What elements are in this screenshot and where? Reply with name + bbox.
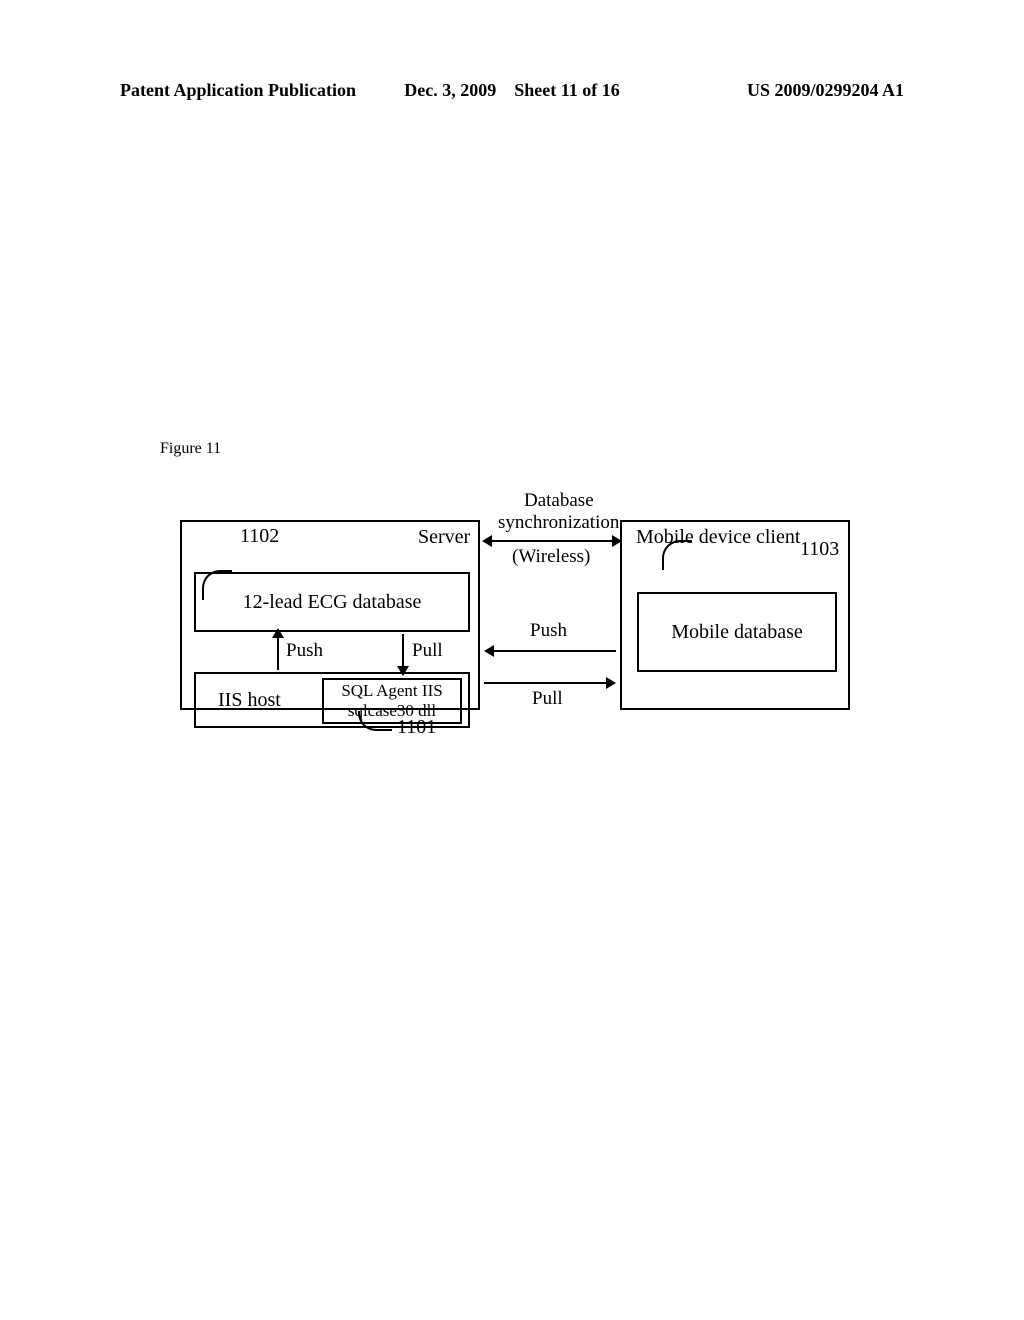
push-label-external: Push: [530, 620, 567, 642]
ref-1103: 1103: [800, 538, 839, 561]
mobile-database-box: Mobile database: [637, 592, 837, 672]
pull-label-external: Pull: [532, 688, 563, 710]
wireless-label: (Wireless): [512, 546, 590, 568]
pull-external-arrowhead-icon: [606, 677, 616, 689]
pull-arrow-line: [402, 634, 404, 670]
header-right: US 2009/0299204 A1: [747, 80, 904, 101]
sync-arrow-left-icon: [482, 535, 492, 547]
sql-agent-line1: SQL Agent IIS: [341, 681, 442, 701]
header-sheet: Sheet 11 of 16: [514, 80, 620, 101]
page-header: Patent Application Publication Dec. 3, 2…: [120, 80, 904, 101]
ref-1101: 1101: [397, 716, 436, 739]
push-external-line: [492, 650, 616, 652]
ref-1102: 1102: [240, 525, 279, 548]
callout-1103-line: [662, 540, 692, 570]
push-label-internal: Push: [286, 640, 323, 662]
push-arrowhead-icon: [272, 628, 284, 638]
system-diagram: Database synchronization (Wireless) Serv…: [180, 490, 860, 720]
mobile-database-label: Mobile database: [671, 621, 803, 644]
callout-1101-line: [358, 711, 392, 731]
header-left: Patent Application Publication: [120, 80, 356, 101]
push-arrow-line: [277, 634, 279, 670]
server-box: 12-lead ECG database Push Pull IIS host …: [180, 520, 480, 710]
header-center: Dec. 3, 2009 Sheet 11 of 16: [404, 80, 619, 101]
db-sync-label-1: Database: [524, 490, 594, 512]
sql-agent-box: SQL Agent IIS sqlcase30 dll: [322, 678, 462, 724]
push-external-arrowhead-icon: [484, 645, 494, 657]
pull-label-internal: Pull: [412, 640, 443, 662]
sync-arrow-line: [490, 540, 614, 542]
pull-external-line: [484, 682, 608, 684]
iis-host-label: IIS host: [196, 689, 281, 712]
ecg-database-box: 12-lead ECG database: [194, 572, 470, 632]
ecg-database-label: 12-lead ECG database: [243, 591, 422, 614]
db-sync-label-2: synchronization: [498, 512, 619, 534]
header-date: Dec. 3, 2009: [404, 80, 496, 101]
figure-label: Figure 11: [160, 440, 221, 458]
